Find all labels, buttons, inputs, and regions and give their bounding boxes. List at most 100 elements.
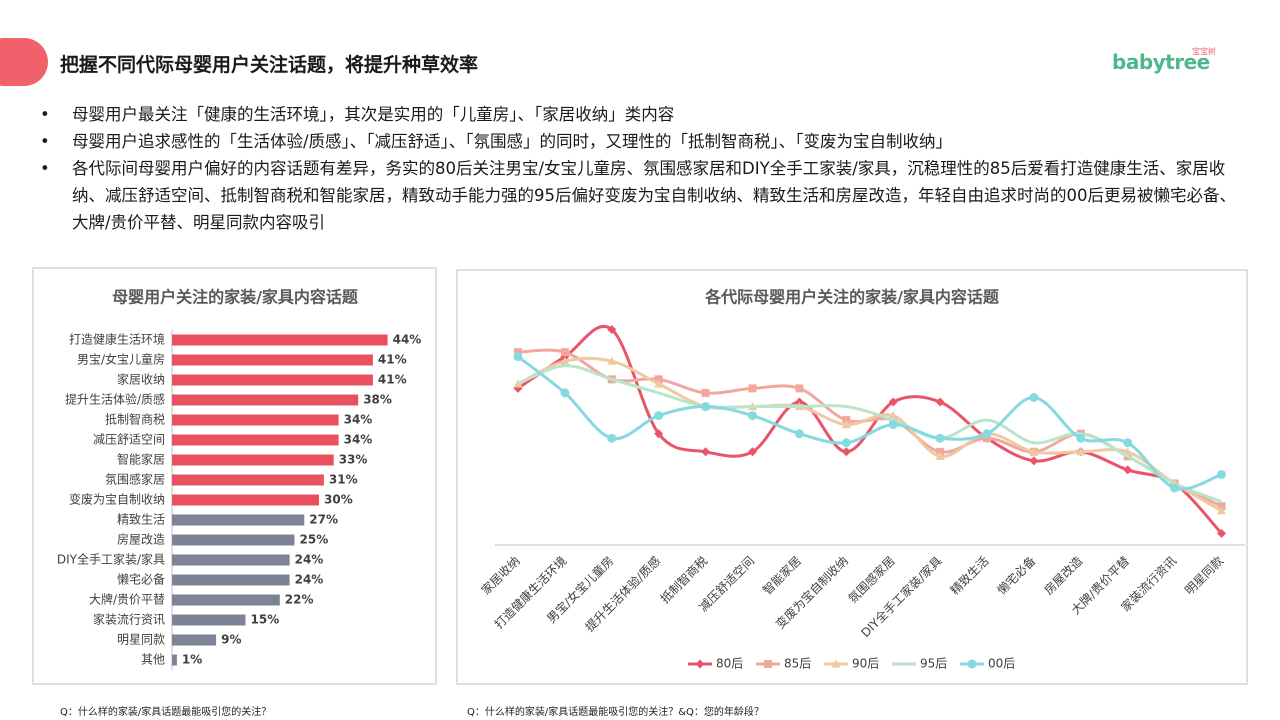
bar [172,634,217,646]
point [794,429,804,439]
category-label: 抵制智商税 [105,412,165,427]
value-label: 31% [329,473,358,487]
header-accent [0,38,48,86]
legend-marker [967,659,977,669]
category-label: 提升生活体验/质感 [65,392,165,407]
point [935,433,945,443]
x-tick-label: 智能家居 [759,553,804,598]
point [748,411,757,421]
category-label: 家居收纳 [117,372,165,387]
point [1170,483,1180,493]
point [1076,433,1086,443]
bar [172,494,319,506]
legend-marker [764,660,772,668]
point [701,388,710,397]
point [1076,447,1086,456]
x-tick-label: 懒宅必备 [994,553,1039,598]
point [935,451,945,460]
value-label: 24% [295,573,324,587]
category-label: DIY全手工家装/家具 [57,552,165,567]
category-label: 房屋改造 [117,532,165,547]
point [513,352,523,362]
category-label: 其他 [141,653,165,667]
category-label: 大牌/贵价平替 [89,593,165,607]
series-line [517,325,1223,535]
value-label: 41% [378,353,407,367]
series-line [517,364,1223,504]
category-label: 变废为宝自制收纳 [69,492,165,507]
value-label: 34% [344,413,373,427]
value-label: 30% [324,493,353,507]
value-label: 38% [363,393,392,407]
point [794,397,804,407]
point [607,325,617,334]
bar [172,414,339,426]
x-tick-label: 房屋改造 [1041,553,1086,598]
point [748,384,757,393]
bullet-list: 母婴用户最关注「健康的生活环境」，其次是实用的「儿童房」、「家居收纳」类内容 母… [40,101,1245,236]
value-label: 1% [182,653,202,667]
point [888,420,898,430]
x-tick-label: DIY全手工家装/家具 [858,553,945,640]
point [607,433,617,443]
point [888,411,898,420]
panel [32,267,437,685]
point [888,397,898,407]
value-label: 33% [339,453,368,467]
bullet: 母婴用户最关注「健康的生活环境」，其次是实用的「儿童房」、「家居收纳」类内容 [40,101,1245,128]
footnote: Q：什么样的家装/家具话题最能吸引您的关注？ [60,707,272,718]
bar [172,454,334,466]
point [748,447,757,457]
bar [172,394,359,406]
legend-marker [831,659,841,668]
point [654,375,663,384]
value-label: 27% [309,513,338,527]
bar [172,534,295,546]
logo-sub: 宝宝树 [1192,47,1216,56]
value-label: 44% [393,333,422,347]
series-line [517,356,1223,512]
point [701,402,711,412]
category-label: 打造健康生活环境 [69,332,165,347]
point [1217,469,1226,479]
legend-label: 00后 [988,657,1015,671]
panel [456,269,1248,685]
point [1123,447,1133,456]
point [1029,447,1039,456]
series-line [517,355,1223,491]
legend-label: 90后 [852,657,879,671]
bar [172,374,373,386]
category-label: 男宝/女宝儿童房 [77,352,165,367]
bar [172,334,388,346]
bar [172,514,305,526]
legend-label: 80后 [716,657,743,671]
chart-title: 母婴用户关注的家装/家具内容话题 [112,288,359,307]
value-label: 41% [378,373,407,387]
value-label: 24% [295,553,324,567]
value-label: 34% [344,433,373,447]
point [983,434,991,443]
bar [172,654,177,666]
x-tick-label: 家居收纳 [478,553,523,598]
category-label: 氛围感家居 [105,472,165,487]
point [654,379,664,388]
value-label: 15% [251,613,280,627]
category-label: 明星同款 [117,633,165,647]
point [935,397,945,407]
bar [172,554,290,566]
point [1217,502,1226,511]
logo: babytree [1112,50,1210,74]
category-label: 减压舒适空间 [93,433,165,447]
point [842,416,851,425]
point [1123,465,1133,475]
footnote: Q：什么样的家装/家具话题最能吸引您的关注？&Q：您的年龄段？ [467,707,764,718]
point [701,447,711,457]
category-label: 智能家居 [117,452,165,467]
bar [172,434,339,446]
point [607,356,617,365]
legend-label: 95后 [920,657,947,671]
chart-title: 各代际母婴用户关注的家装/家具内容话题 [704,288,1000,307]
x-tick-label: 精致生活 [948,554,992,598]
legend-marker [695,659,705,669]
